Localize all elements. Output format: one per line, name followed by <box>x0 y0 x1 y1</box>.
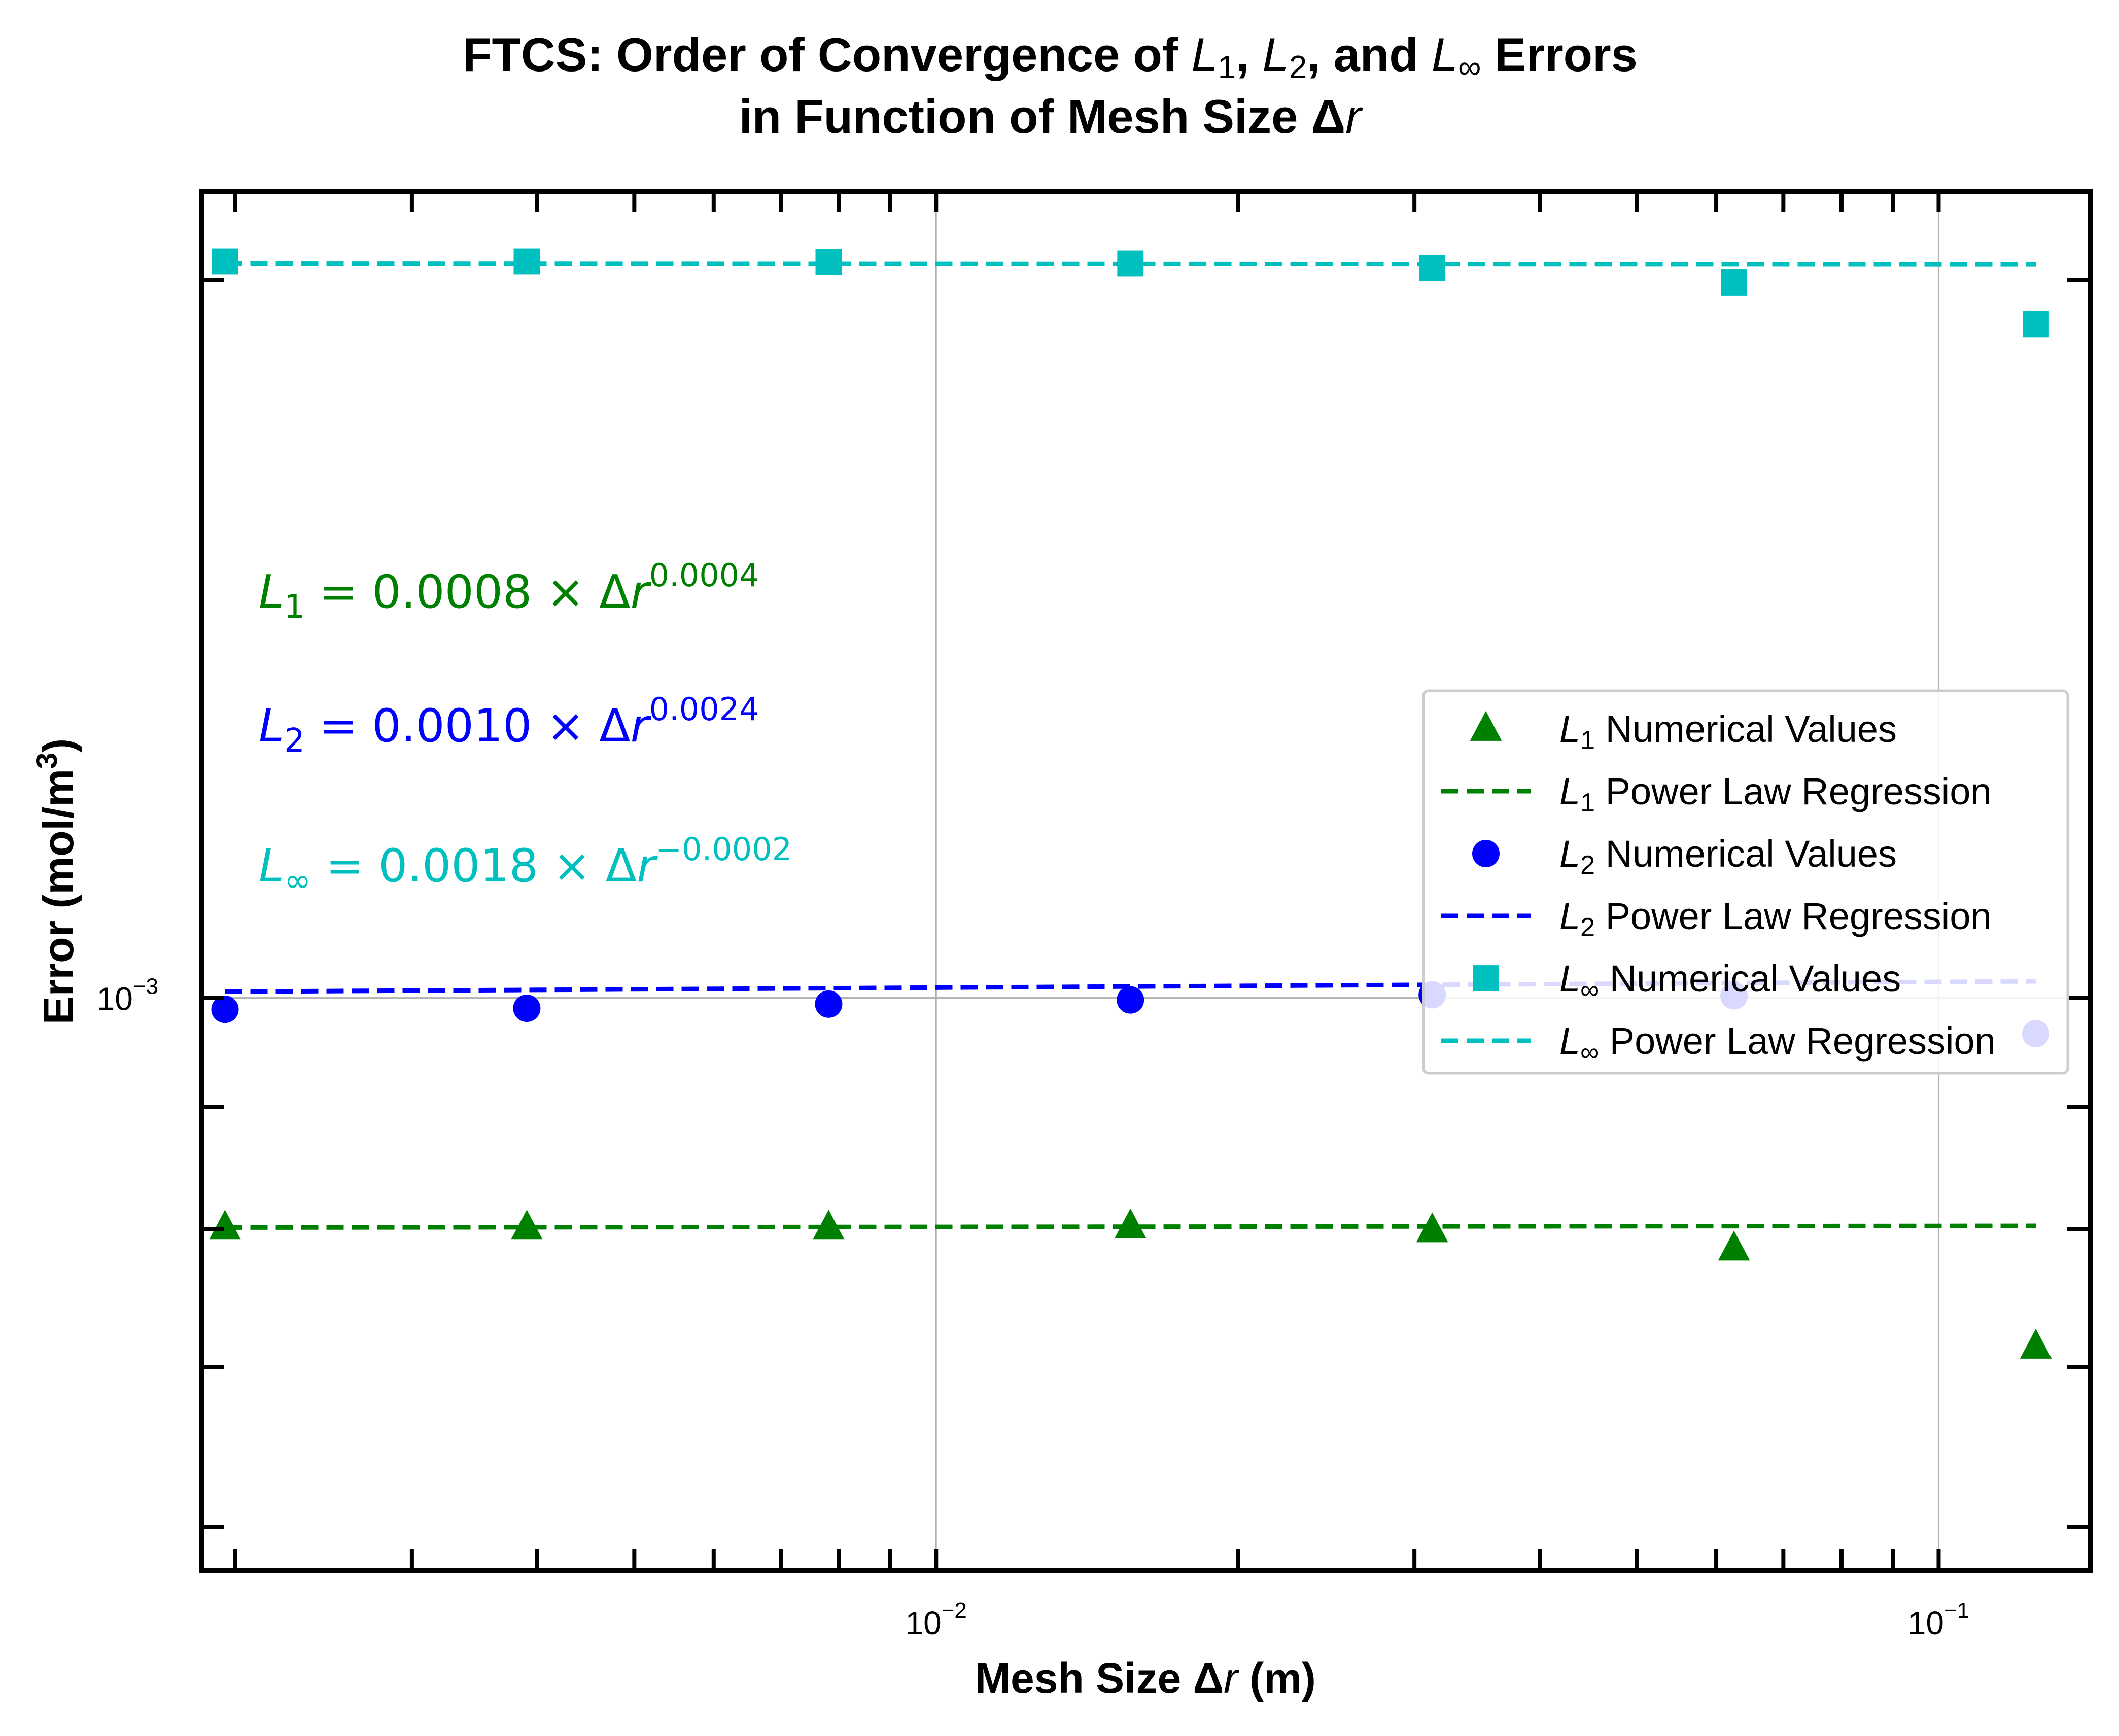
linf-data-point <box>1117 250 1144 277</box>
linf-data-point <box>815 249 842 275</box>
x-tick-label: 10−2 <box>906 1598 967 1641</box>
l1-data-point <box>1416 1212 1448 1243</box>
legend-label-symbol: L <box>1559 770 1580 812</box>
linf-equation-variable: r <box>637 839 658 893</box>
l2-data-point <box>513 995 541 1022</box>
linf-data-point <box>1419 255 1446 281</box>
legend-label-text: Numerical Values <box>1599 958 1901 1000</box>
legend-label-subscript: 1 <box>1580 726 1595 755</box>
data-points <box>209 248 2052 1359</box>
l1-equation-symbol: L <box>259 565 284 619</box>
x-tick-label-exponent: −1 <box>1944 1598 1969 1623</box>
axis-ticks <box>201 191 2090 1571</box>
x-tick-label: 10−1 <box>1908 1598 1969 1641</box>
linf-equation-subscript: ∞ <box>284 862 311 900</box>
l2-equation-variable: r <box>631 699 652 753</box>
y-tick-label: 10−3 <box>97 974 158 1017</box>
l2-data-point <box>211 996 239 1023</box>
y-tick-label-base: 10 <box>97 981 133 1017</box>
linf-equation-body: = 0.0018 × Δ <box>311 839 637 893</box>
l1-equation-variable: r <box>631 565 652 619</box>
l2-equation-symbol: L <box>259 699 284 753</box>
l2-equation-subscript: 2 <box>284 722 305 760</box>
legend-label-symbol: L <box>1559 895 1580 937</box>
l1-data-point <box>209 1210 241 1240</box>
linf-equation-exponent: −0.0002 <box>655 831 792 868</box>
l1-data-point <box>1114 1208 1147 1238</box>
legend-label-subscript: 2 <box>1580 851 1595 880</box>
legend-label-text: Numerical Values <box>1595 708 1897 750</box>
linf-data-point <box>513 248 540 275</box>
l1-data-point <box>1718 1230 1750 1261</box>
y-axis-label: Error (mol/m3) <box>30 738 82 1024</box>
linf-data-point <box>2023 311 2049 338</box>
legend-label-subscript: ∞ <box>1580 975 1599 1005</box>
l1-equation: L1 = 0.0008 × Δr0.0004 <box>259 557 759 626</box>
l2-legend-line-label: L2 Power Law Regression <box>1559 895 1992 942</box>
chart-title-line2: in Function of Mesh Size Δr <box>739 90 1364 143</box>
legend-label-text: Power Law Regression <box>1595 895 1991 937</box>
legend-label-text: Power Law Regression <box>1599 1020 1995 1062</box>
linf-legend-marker <box>1473 965 1499 991</box>
legend-label-symbol: L <box>1559 833 1580 875</box>
legend-label-symbol: L <box>1559 1020 1580 1062</box>
legend-label-text: Numerical Values <box>1595 833 1897 875</box>
x-axis-label: Mesh Size Δr (m) <box>975 1654 1316 1702</box>
tick-labels: 10−2 10−110−3 <box>97 974 1970 1641</box>
linf-equation-symbol: L <box>259 839 284 893</box>
l1-data-point <box>813 1210 845 1240</box>
linf-legend-points-label: L∞ Numerical Values <box>1559 958 1901 1005</box>
l1-data-point <box>2020 1328 2052 1359</box>
x-tick-label-base: 10 <box>906 1605 942 1641</box>
x-tick-label-base: 10 <box>1908 1605 1944 1641</box>
l2-legend-marker <box>1472 840 1500 867</box>
l2-equation-exponent: 0.0024 <box>649 691 759 728</box>
l2-equation: L2 = 0.0010 × Δr0.0024 <box>259 691 759 760</box>
chart-title-line1: FTCS: Order of Convergence of L1, L2, an… <box>463 28 1638 85</box>
l1-equation-exponent: 0.0004 <box>649 557 759 594</box>
legend-label-text: Power Law Regression <box>1595 770 1991 812</box>
linf-legend-line-label: L∞ Power Law Regression <box>1559 1020 1996 1067</box>
l1-equation-subscript: 1 <box>284 588 305 626</box>
l1-regression-line <box>225 1223 2036 1230</box>
y-tick-label-exponent: −3 <box>133 974 158 999</box>
linf-data-point <box>1721 269 1747 296</box>
l1-legend-points-label: L1 Numerical Values <box>1559 708 1897 755</box>
linf-data-point <box>212 248 238 275</box>
l2-data-point <box>815 990 843 1018</box>
legend-label-subscript: ∞ <box>1580 1038 1599 1067</box>
legend-label-subscript: 2 <box>1580 913 1595 942</box>
linf-regression-line <box>225 261 2036 267</box>
legend-label-symbol: L <box>1559 958 1580 1000</box>
linf-equation: L∞ = 0.0018 × Δr−0.0002 <box>259 831 792 900</box>
l1-data-point <box>511 1210 543 1240</box>
l2-equation-body: = 0.0010 × Δ <box>305 699 631 753</box>
legend-label-subscript: 1 <box>1580 788 1595 818</box>
l1-equation-body: = 0.0008 × Δ <box>305 565 631 619</box>
l2-data-point <box>1117 986 1144 1014</box>
l1-legend-line-label: L1 Power Law Regression <box>1559 770 1992 818</box>
l1-legend-marker <box>1470 711 1502 741</box>
x-tick-label-exponent: −2 <box>942 1598 967 1623</box>
plot-frame <box>199 189 2093 1573</box>
l2-legend-points-label: L2 Numerical Values <box>1559 833 1897 880</box>
legend-box <box>1422 689 2069 1075</box>
legend-label-symbol: L <box>1559 708 1580 750</box>
